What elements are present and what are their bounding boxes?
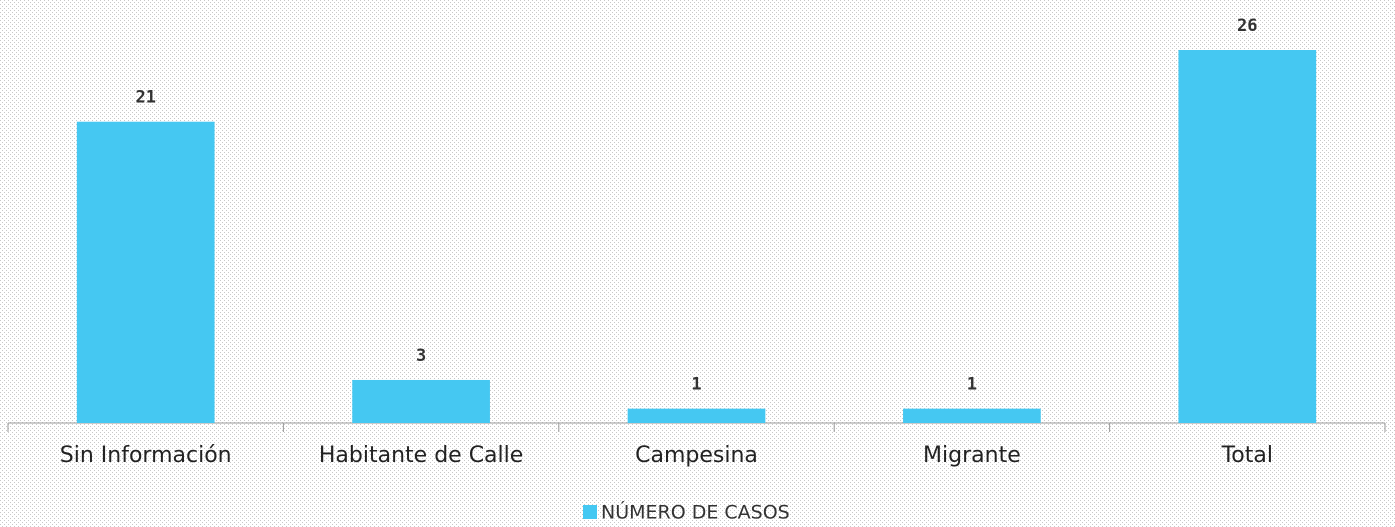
x-tick-label: Campesina — [635, 443, 758, 468]
bar — [1178, 50, 1317, 423]
data-label: 21 — [135, 88, 155, 108]
data-label: 1 — [691, 375, 701, 395]
data-label: 26 — [1237, 16, 1257, 36]
x-tick-label: Total — [1221, 443, 1273, 468]
legend-swatch — [583, 505, 597, 519]
bar — [352, 379, 490, 423]
x-tick-label: Habitante de Calle — [319, 443, 523, 468]
data-label: 3 — [416, 346, 426, 366]
bar — [903, 408, 1041, 423]
x-tick-label: Migrante — [923, 443, 1021, 468]
data-label: 1 — [967, 375, 977, 395]
legend-label: NÚMERO DE CASOS — [601, 500, 790, 524]
x-tick-label: Sin Información — [60, 443, 232, 468]
bar — [76, 121, 215, 423]
bar — [627, 408, 766, 423]
